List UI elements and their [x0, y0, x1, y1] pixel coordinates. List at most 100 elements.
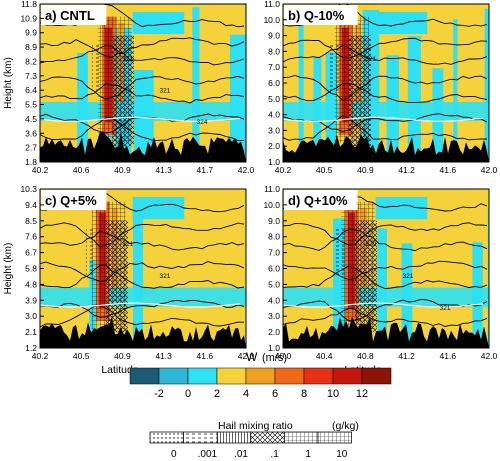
panel-label-box [284, 190, 358, 210]
contour-label: 321 [365, 56, 376, 63]
terrain [40, 131, 246, 162]
colorbar-segment [187, 367, 218, 385]
colorbar-tick-label: 0 [185, 388, 191, 400]
x-tick-label: 40.2 [275, 165, 292, 175]
x-tick-label: 41.7 [197, 165, 214, 175]
y-tick-label: 2.1 [25, 327, 37, 337]
x-tick-label: 40.4 [316, 351, 333, 361]
theta-contour [40, 299, 245, 318]
theta-contour [40, 230, 245, 251]
colorbar-segment [216, 367, 247, 385]
downdraft-region [229, 34, 246, 162]
x-tick-label: 40.0 [275, 351, 292, 361]
downdraft-region [132, 204, 144, 348]
panel-label-box [284, 5, 358, 25]
panel-3: 321 321 c) Q+5% 10.3 9.4 8.5 7.6 6.7 5.8 4.8 3.9 3.… [3, 184, 255, 376]
colorbar-tick-label: 8 [301, 388, 307, 400]
x-tick-label: 40.2 [32, 351, 49, 361]
y-tick-label: 8.9 [25, 42, 37, 52]
hail-legend-cell [149, 431, 184, 444]
y-tick-label: 1.8 [25, 157, 37, 167]
panel-label: b) Q-10% [288, 8, 345, 23]
x-tick-label: 40.5 [316, 165, 333, 175]
theta-contour [283, 307, 488, 327]
colorbar-segment [361, 367, 392, 385]
x-tick-label: 40.5 [73, 351, 90, 361]
y-tick-label: 10.3 [20, 184, 37, 194]
y-tick-label: 6.7 [25, 248, 37, 258]
w-colorbar: W (m/s) -2 0 2 4 6 8 10 12 [129, 350, 392, 400]
freezing-level-line [283, 302, 484, 308]
y-tick-label: 3.6 [25, 128, 37, 138]
x-tick-label: 41.3 [155, 351, 172, 361]
y-tick-label: 6.0 [268, 264, 280, 274]
colorbar-tick-label: 10 [327, 388, 339, 400]
x-tick-label: 41.6 [440, 165, 457, 175]
y-tick-label: 4.5 [25, 114, 37, 124]
x-tick-label: 42.0 [238, 351, 255, 361]
theta-contour [40, 222, 245, 248]
hail-legend-tick-label: 1 [305, 449, 311, 460]
x-tick-label: 41.6 [197, 351, 214, 361]
hail-legend-cell [183, 431, 218, 444]
terrain [283, 134, 489, 162]
contour-label: 321 [122, 241, 133, 248]
panel-label-box [41, 190, 107, 210]
colorbar-segment [245, 367, 276, 385]
colorbar-tick-label: 12 [356, 388, 368, 400]
panel-label-box [41, 5, 107, 25]
hail-hatching [91, 43, 102, 91]
hail-legend-unit: (g/kg) [332, 420, 359, 432]
y-tick-label: 11.8 [21, 0, 37, 9]
y-tick-label: 4.0 [268, 110, 280, 120]
x-tick-label: 40.9 [357, 165, 374, 175]
downdraft-region [407, 36, 421, 162]
theta-contour [40, 261, 245, 283]
theta-contour [283, 75, 488, 102]
x-tick-label: 40.9 [114, 351, 131, 361]
hail-legend-cell [284, 431, 319, 444]
downdraft-region [192, 7, 200, 162]
y-axis-label: Height (km) [3, 57, 14, 109]
colorbar-tick-label: 6 [272, 388, 278, 400]
x-tick-label: 42.0 [238, 165, 255, 175]
y-tick-label: 8.5 [25, 216, 37, 226]
downdraft-layer [283, 101, 489, 121]
hail-legend-tick-label: .01 [234, 449, 248, 460]
colorbar-tick-label: 2 [214, 388, 220, 400]
colorbar-segment [129, 367, 160, 385]
hail-hatching [85, 228, 96, 277]
hail-hatching [334, 228, 345, 277]
y-tick-label: 8.2 [25, 56, 37, 66]
panel-label: d) Q+10% [288, 193, 348, 208]
y-tick-label: 8.0 [268, 232, 280, 242]
y-tick-label: 7.3 [25, 71, 37, 81]
contour-label: 321 [122, 56, 133, 63]
y-tick-label: 2.7 [25, 143, 37, 153]
contour-label: 321 [160, 273, 171, 280]
terrain [40, 316, 246, 348]
y-tick-label: 5.5 [25, 100, 37, 110]
y-tick-label: 5.8 [25, 264, 37, 274]
y-tick-label: 1.0 [268, 157, 280, 167]
y-tick-label: 4.8 [25, 279, 37, 289]
theta-contour [283, 115, 488, 141]
hail-hatching [328, 43, 339, 91]
downdraft-region [484, 8, 489, 162]
y-tick-label: 7.0 [268, 248, 280, 258]
theta-contour [283, 44, 488, 65]
y-tick-label: 10.0 [263, 15, 280, 25]
contour-label: 321 [160, 88, 171, 95]
theta-contour [40, 37, 245, 59]
panel-1: 321 321 324 a) CNTL 11.8 10.9 9.9 8.9 8.2 7.3 6.4 5… [3, 0, 255, 175]
x-tick-label: 41.2 [398, 351, 415, 361]
theta-contour [40, 264, 245, 289]
downdraft-region [298, 11, 304, 162]
theta-contour [40, 75, 245, 100]
y-tick-label: 7.0 [268, 62, 280, 72]
y-tick-label: 9.0 [268, 31, 280, 41]
hail-legend-tick-label: 0 [171, 449, 177, 460]
downdraft-region [132, 11, 185, 35]
downdraft-region [453, 19, 458, 162]
contour-label: 329 [365, 241, 376, 248]
